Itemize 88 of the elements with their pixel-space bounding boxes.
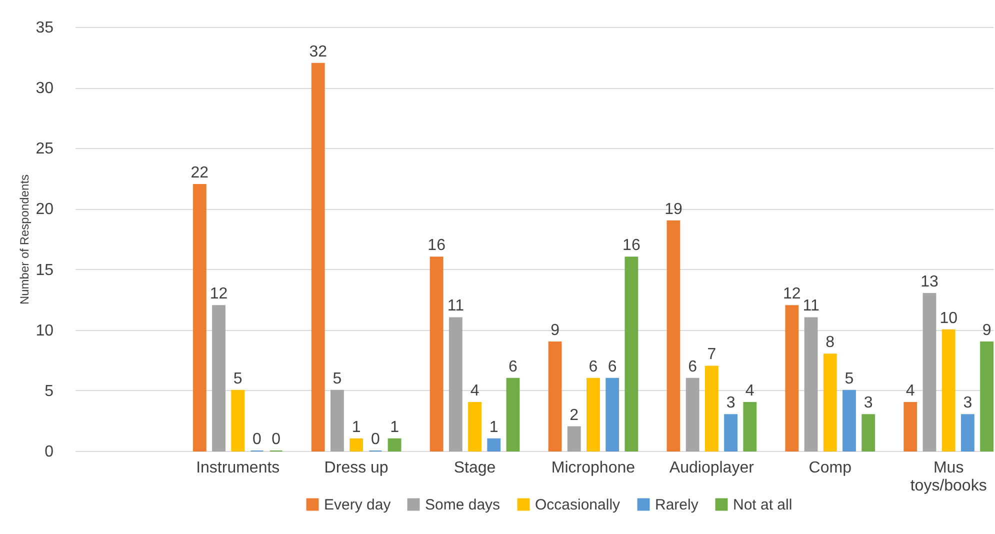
- data-label: 13: [920, 274, 938, 291]
- bar: [686, 378, 700, 452]
- bar: [980, 341, 994, 452]
- bar: [785, 305, 799, 452]
- data-label: 5: [233, 370, 242, 388]
- data-label: 8: [826, 334, 835, 352]
- data-label: 12: [783, 286, 801, 303]
- data-label: 22: [190, 164, 209, 182]
- x-tick-label: Audioplayer: [669, 460, 755, 476]
- legend-label: Every day: [324, 496, 392, 514]
- data-label: 1: [390, 418, 400, 436]
- y-tick-label: 25: [36, 140, 54, 158]
- data-label: 0: [272, 431, 281, 448]
- y-tick-label: 5: [44, 382, 54, 400]
- y-tick-label: 35: [36, 20, 54, 36]
- bar: [430, 256, 444, 452]
- data-label: 5: [844, 370, 854, 388]
- data-label: 11: [802, 298, 820, 315]
- data-label: 6: [508, 358, 518, 376]
- bar: [448, 317, 462, 452]
- bar: [548, 341, 562, 452]
- x-tick-label: Dress up: [324, 460, 388, 476]
- data-label: 11: [447, 298, 464, 315]
- bar: [231, 390, 245, 452]
- legend-label: Some days: [425, 496, 500, 514]
- data-label: 4: [745, 382, 754, 400]
- bar: [212, 305, 226, 452]
- data-label: 9: [982, 322, 992, 339]
- bar: [904, 402, 918, 452]
- data-label: 3: [963, 394, 972, 412]
- bar: [804, 317, 818, 452]
- bar: [192, 184, 206, 452]
- data-label: 7: [707, 346, 716, 364]
- legend-label: Not at all: [733, 496, 792, 514]
- data-label: 32: [309, 43, 328, 60]
- bar: [743, 402, 757, 452]
- bar: [922, 293, 936, 452]
- x-tick-label: Stage: [454, 460, 496, 476]
- bar: [823, 354, 837, 452]
- data-label: 6: [608, 358, 617, 376]
- y-tick-label: 20: [36, 201, 54, 218]
- bar: [666, 220, 680, 452]
- y-tick-label: 30: [36, 80, 54, 98]
- data-label: 4: [470, 382, 480, 400]
- bar: [724, 414, 738, 452]
- bar: [586, 378, 600, 452]
- y-tick-label: 10: [36, 322, 54, 340]
- bar: [468, 402, 482, 452]
- bar: [330, 390, 344, 452]
- data-label: 4: [906, 382, 915, 400]
- bar: [350, 438, 364, 452]
- data-label: 10: [940, 310, 958, 327]
- data-label: 6: [588, 358, 598, 376]
- bar: [567, 426, 581, 452]
- legend-label: Rarely: [655, 496, 699, 514]
- bar: [704, 366, 718, 452]
- y-tick-label: 0: [44, 444, 54, 460]
- bar: [487, 438, 501, 452]
- data-label: 3: [864, 394, 873, 412]
- bar: [960, 414, 974, 452]
- bar: [311, 62, 325, 452]
- data-label: 0: [370, 431, 380, 448]
- data-label: 19: [664, 200, 682, 218]
- data-label: 2: [570, 406, 579, 424]
- x-tick-label: Comp: [808, 460, 852, 476]
- data-label: 3: [726, 394, 736, 412]
- data-label: 16: [622, 237, 640, 254]
- data-label: 1: [489, 418, 498, 436]
- y-axis-title: Number of Respondents: [18, 174, 32, 305]
- bar: [388, 438, 402, 452]
- data-label: 0: [252, 431, 262, 448]
- data-label: 12: [210, 286, 228, 303]
- bar: [862, 414, 876, 452]
- data-label: 1: [352, 418, 361, 436]
- bar: [942, 329, 956, 452]
- data-label: 5: [332, 370, 342, 388]
- x-tick-label: Mus toys/books: [910, 460, 987, 494]
- bar: [506, 378, 520, 452]
- legend-label: Occasionally: [535, 496, 621, 514]
- y-tick-label: 15: [36, 262, 54, 279]
- data-label: 6: [688, 358, 698, 376]
- data-label: 9: [550, 322, 560, 339]
- bar: [842, 390, 856, 452]
- x-tick-label: Microphone: [551, 460, 636, 476]
- bar: [606, 378, 620, 452]
- data-label: 16: [428, 237, 446, 254]
- x-tick-label: Instruments: [196, 460, 280, 476]
- bar: [624, 256, 638, 452]
